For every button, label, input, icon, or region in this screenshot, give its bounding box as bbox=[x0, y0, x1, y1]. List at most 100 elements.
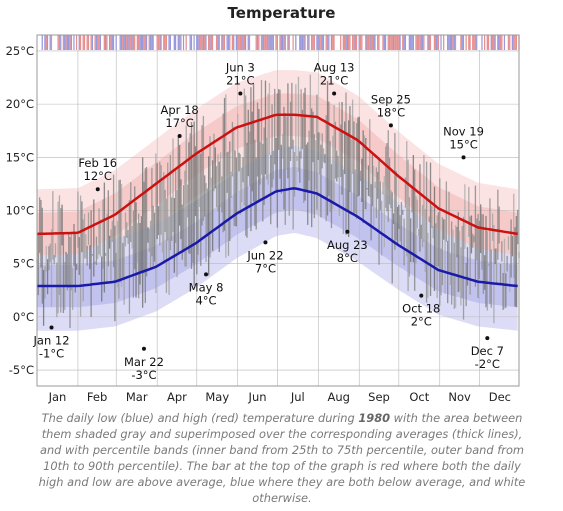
daily-bar bbox=[281, 134, 284, 159]
anomaly-day bbox=[120, 35, 123, 50]
anomaly-day bbox=[112, 35, 115, 50]
anomaly-day bbox=[130, 35, 132, 50]
anomaly-day bbox=[198, 35, 201, 50]
anomaly-day bbox=[38, 35, 41, 50]
daily-bar bbox=[255, 157, 257, 230]
anomaly-day bbox=[147, 35, 149, 50]
anomaly-day bbox=[164, 35, 166, 50]
daily-bar bbox=[403, 218, 405, 266]
daily-bar bbox=[495, 248, 498, 283]
anomaly-day bbox=[431, 35, 433, 50]
annotation-date: Nov 19 bbox=[443, 124, 484, 138]
daily-bar bbox=[98, 208, 100, 255]
daily-bar bbox=[361, 158, 363, 202]
anomaly-day bbox=[425, 35, 428, 50]
anomaly-day bbox=[436, 35, 438, 50]
daily-bar bbox=[365, 138, 367, 210]
anomaly-day bbox=[215, 35, 218, 50]
anomaly-day bbox=[66, 35, 69, 50]
daily-bar bbox=[415, 196, 417, 263]
daily-bar bbox=[219, 152, 222, 208]
daily-bar bbox=[159, 161, 161, 246]
anomaly-day bbox=[52, 35, 54, 50]
caption-text-2: with the area between them shaded gray a… bbox=[38, 411, 526, 505]
anomaly-day bbox=[439, 35, 441, 50]
daily-bar bbox=[300, 89, 302, 159]
anomaly-day bbox=[468, 35, 470, 50]
anomaly-day bbox=[458, 35, 461, 50]
daily-bar bbox=[481, 214, 483, 270]
daily-bar bbox=[91, 254, 94, 256]
anomaly-day bbox=[395, 35, 397, 50]
y-tick-label: 15°C bbox=[6, 150, 34, 164]
daily-bar bbox=[284, 113, 286, 225]
daily-bar bbox=[425, 161, 428, 303]
daily-bar bbox=[186, 184, 189, 218]
anomaly-day bbox=[173, 35, 175, 50]
anomaly-day bbox=[209, 35, 211, 50]
daily-bar bbox=[499, 264, 502, 285]
daily-bar bbox=[182, 185, 185, 253]
anomaly-day bbox=[441, 35, 444, 50]
daily-bar bbox=[396, 206, 399, 246]
anomaly-day bbox=[341, 35, 343, 50]
daily-bar bbox=[280, 144, 282, 194]
daily-bar bbox=[238, 152, 240, 172]
annotation-value: -3°C bbox=[131, 368, 156, 382]
anomaly-day bbox=[124, 35, 127, 50]
daily-bar bbox=[252, 84, 255, 202]
chart-title: Temperature bbox=[227, 4, 336, 22]
anomaly-day bbox=[399, 35, 401, 50]
anomaly-day bbox=[235, 35, 238, 50]
anomaly-day bbox=[511, 35, 514, 50]
anomaly-day bbox=[301, 35, 304, 50]
anomaly-day bbox=[309, 35, 312, 50]
daily-bar bbox=[210, 177, 212, 233]
daily-bar bbox=[373, 165, 375, 229]
daily-bar bbox=[124, 212, 127, 247]
daily-bar bbox=[501, 241, 503, 262]
daily-bar bbox=[160, 165, 162, 235]
daily-bar bbox=[123, 235, 125, 305]
anomaly-day bbox=[279, 35, 281, 50]
anomaly-day bbox=[223, 35, 226, 50]
daily-bar bbox=[134, 186, 136, 270]
anomaly-day bbox=[53, 35, 55, 50]
anomaly-day bbox=[349, 35, 351, 50]
daily-bar bbox=[497, 189, 499, 260]
anomaly-day bbox=[377, 35, 379, 50]
daily-bar bbox=[394, 133, 396, 250]
daily-bar bbox=[375, 167, 378, 218]
anomaly-day bbox=[157, 35, 160, 50]
average-lines bbox=[36, 113, 518, 288]
daily-bar bbox=[206, 188, 209, 237]
anomaly-day bbox=[367, 35, 370, 50]
anomaly-day bbox=[445, 35, 448, 50]
daily-bar bbox=[177, 136, 179, 255]
anomaly-day bbox=[283, 35, 285, 50]
annotation-date: May 8 bbox=[189, 280, 224, 294]
daily-bar bbox=[433, 186, 436, 291]
anomaly-day bbox=[379, 35, 381, 50]
daily-bar bbox=[65, 251, 67, 286]
anomaly-day bbox=[72, 35, 74, 50]
x-tick-label: Nov bbox=[448, 390, 471, 404]
daily-bar bbox=[494, 248, 496, 265]
x-tick-label: Aug bbox=[328, 390, 350, 404]
anomaly-day bbox=[342, 35, 345, 50]
anomaly-day bbox=[486, 35, 488, 50]
anomaly-day bbox=[427, 35, 429, 50]
anomaly-day bbox=[234, 35, 236, 50]
daily-bar bbox=[476, 218, 478, 261]
daily-bar bbox=[79, 195, 82, 317]
daily-bar bbox=[408, 197, 411, 277]
annotation-dot bbox=[263, 240, 268, 245]
daily-bar bbox=[111, 220, 113, 242]
anomaly-day bbox=[99, 35, 102, 50]
daily-bar bbox=[477, 213, 479, 299]
anomaly-day bbox=[101, 35, 103, 50]
daily-bar bbox=[452, 229, 454, 296]
daily-bar bbox=[101, 256, 103, 302]
anomaly-day bbox=[260, 35, 263, 50]
